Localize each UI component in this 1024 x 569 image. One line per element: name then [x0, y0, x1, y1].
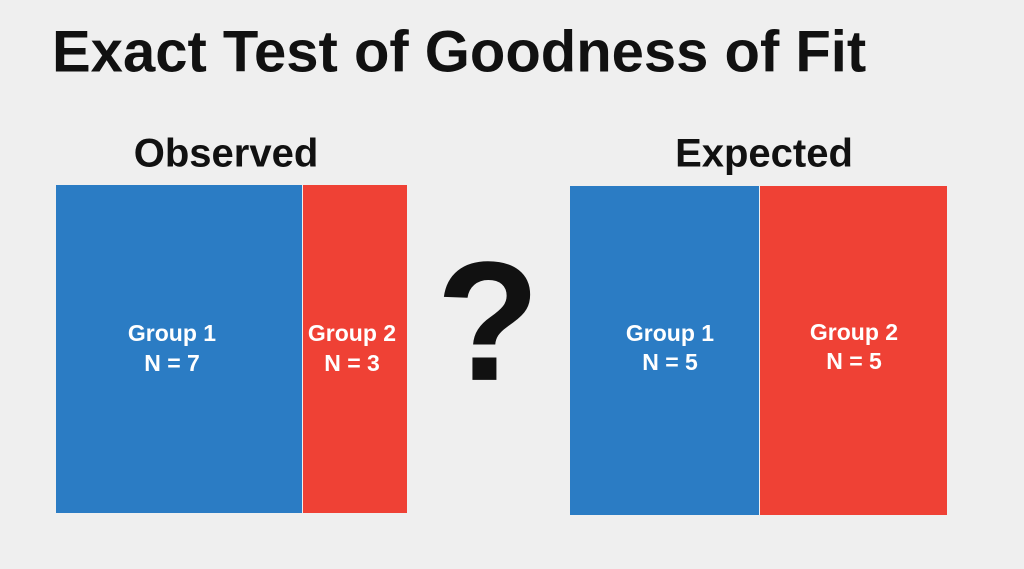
group-name: Group 1: [128, 320, 216, 346]
group-block: [760, 186, 947, 515]
panel-label: Observed: [134, 132, 319, 176]
group-count: N = 7: [144, 350, 200, 376]
group-block: [570, 186, 759, 515]
group-count: N = 5: [642, 349, 698, 375]
group-name: Group 1: [626, 320, 714, 346]
group-count: N = 5: [826, 348, 882, 374]
group-block: [303, 185, 407, 513]
question-mark: ?: [436, 227, 540, 417]
group-count: N = 3: [324, 350, 380, 376]
group-name: Group 2: [308, 320, 396, 346]
panel-label: Expected: [675, 132, 853, 176]
group-block: [56, 185, 302, 513]
title: Exact Test of Goodness of Fit: [52, 19, 866, 84]
group-name: Group 2: [810, 319, 898, 345]
